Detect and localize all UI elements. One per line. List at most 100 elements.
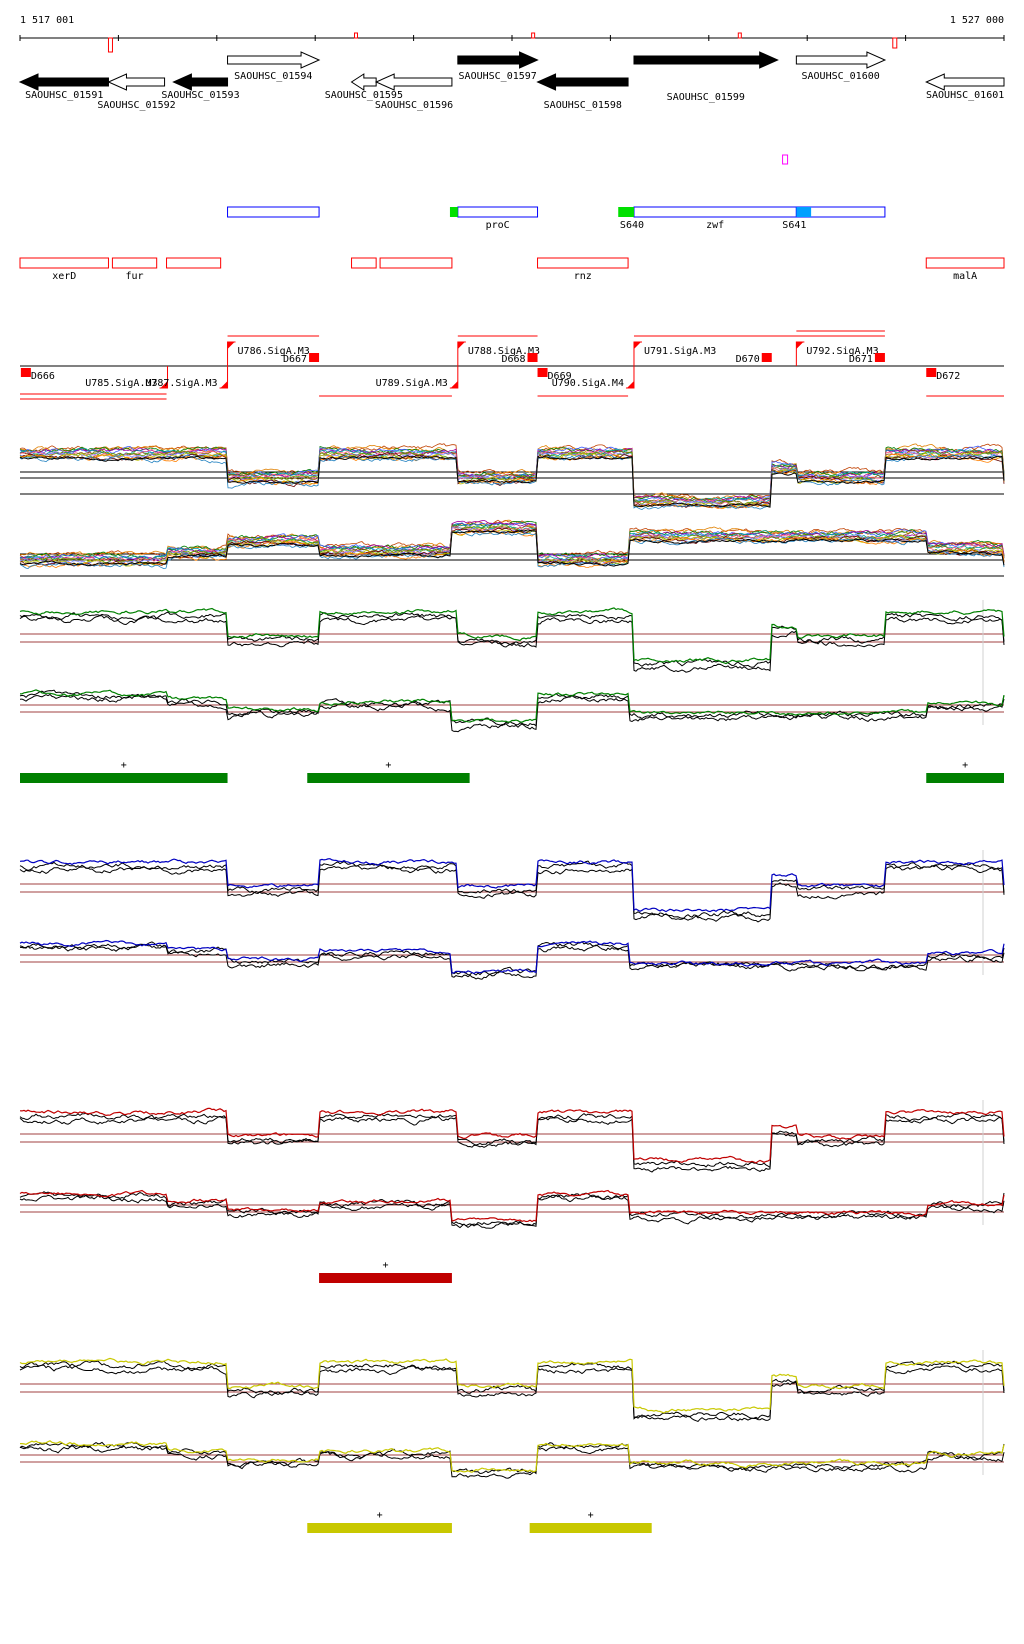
segment-label: U789.SigA.M3 <box>376 378 448 389</box>
coord-end-label: 1 527 000 <box>950 15 1004 26</box>
panel-minus-profile-color <box>20 1440 1005 1473</box>
gene-arrow <box>536 73 629 91</box>
red-feature-box <box>351 257 377 269</box>
panel-minus-profile-color <box>19 1189 1005 1223</box>
gene-label: SAOUHSC_01598 <box>544 100 622 111</box>
panel-minus-profile-color <box>19 689 1005 723</box>
panel-minus-profile-black <box>19 943 1005 980</box>
segment-flag <box>160 381 168 388</box>
segment-label: U788.SigA.M3 <box>468 346 540 357</box>
gene-label: SAOUHSC_01595 <box>325 90 403 101</box>
panel-minus-profile-color <box>19 939 1005 975</box>
heat-profile-line <box>19 449 1005 506</box>
red-feature-track: xerD fur rnz malA <box>19 257 1005 282</box>
panel-plus-profile-black <box>19 611 1005 668</box>
magenta-marker <box>782 154 789 165</box>
segment-label: U791.SigA.M3 <box>644 346 716 357</box>
segment-end-box <box>309 353 320 362</box>
panel-plus-profile-black <box>19 1364 1005 1422</box>
segment-label: D666 <box>31 371 55 382</box>
panel-minus-profile-black <box>19 1193 1005 1229</box>
tss-block <box>449 207 458 217</box>
segment-label: U792.SigA.M3 <box>806 346 878 357</box>
segment-label: D669 <box>548 371 572 382</box>
significance-bar <box>307 773 470 783</box>
significance-bar <box>926 773 1004 783</box>
panel-plus-profile-black <box>19 860 1005 919</box>
panel-minus-profile-black <box>19 1191 1005 1227</box>
site-label: S640 <box>620 220 644 231</box>
segment-label: U787.SigA.M3 <box>145 378 217 389</box>
red-feature-box <box>379 257 453 269</box>
segment-flag <box>450 381 458 388</box>
heat-profile-line <box>19 526 1005 564</box>
panel-plus-profile-black <box>19 615 1005 673</box>
red-feature-label: fur <box>126 271 144 282</box>
red-feature-box <box>166 257 222 269</box>
heat-profile-line <box>19 453 1005 511</box>
significance-bar-label: + <box>382 1260 388 1271</box>
condition-profile-panels: + + + + + + <box>19 600 1005 1533</box>
segment-label: U785.SigA.M3 <box>85 378 157 389</box>
segment-end-box <box>761 353 772 362</box>
gene-arrow <box>107 73 166 91</box>
blue-feature-box <box>633 206 797 218</box>
significance-bar-label: + <box>588 1510 594 1521</box>
segment-label: D668 <box>501 354 525 365</box>
significance-bar <box>529 1523 652 1533</box>
panel-plus-profile-black <box>19 1112 1005 1169</box>
site-label: S641 <box>782 220 806 231</box>
blue-feature-track: proC zwf S640 S641 <box>227 154 886 231</box>
significance-bar-label: + <box>385 760 391 771</box>
gene-label: SAOUHSC_01601 <box>926 90 1004 101</box>
segment-end-box <box>527 353 538 362</box>
segment-flag <box>796 342 804 349</box>
heat-profile-line <box>19 530 1005 570</box>
tss-block <box>618 207 634 217</box>
gene-label: SAOUHSC_01599 <box>667 92 745 103</box>
panel-plus-profile-color <box>19 1107 1005 1164</box>
gene-arrow <box>925 73 1005 91</box>
segment-flag <box>220 381 228 388</box>
gene-arrow <box>18 73 109 91</box>
tss-block <box>796 207 812 217</box>
red-feature-label: xerD <box>52 271 76 282</box>
gene-arrow <box>457 51 539 69</box>
red-feature-label: malA <box>953 271 977 282</box>
segment-end-box <box>874 353 885 362</box>
ruler-marker <box>353 32 358 39</box>
blue-feature-label: zwf <box>706 220 724 231</box>
panel-minus-profile-black <box>19 693 1005 733</box>
gene-label: SAOUHSC_01600 <box>801 71 879 82</box>
significance-bar-label: + <box>121 760 127 771</box>
segment-flag <box>626 381 634 388</box>
blue-feature-label: proC <box>486 220 510 231</box>
segment-label: D667 <box>283 354 307 365</box>
gene-label: SAOUHSC_01597 <box>459 71 537 82</box>
significance-bar-label: + <box>962 760 968 771</box>
coord-start-label: 1 517 001 <box>20 15 74 26</box>
gene-arrow <box>350 73 377 91</box>
gene-label: SAOUHSC_01596 <box>375 100 453 111</box>
panel-plus-profile-color <box>19 1357 1005 1414</box>
gene-arrow <box>172 73 229 91</box>
panel-plus-profile-black <box>19 1114 1005 1173</box>
heat-profile-line <box>19 529 1005 567</box>
panel-plus-profile-black <box>19 1360 1005 1420</box>
multi-condition-profile-track <box>19 443 1005 577</box>
segment-flag <box>633 342 641 349</box>
significance-bar <box>319 1273 452 1283</box>
ruler-marker <box>892 37 898 49</box>
blue-feature-box <box>457 206 539 218</box>
heat-profile-line <box>19 523 1005 562</box>
panel-plus-profile-black <box>19 863 1005 923</box>
red-feature-box <box>537 257 629 269</box>
gene-label: SAOUHSC_01594 <box>234 71 312 82</box>
ruler-marker <box>737 32 742 39</box>
gene-arrow <box>795 51 887 69</box>
heat-profile-line <box>19 455 1005 508</box>
gene-arrow <box>633 51 779 69</box>
